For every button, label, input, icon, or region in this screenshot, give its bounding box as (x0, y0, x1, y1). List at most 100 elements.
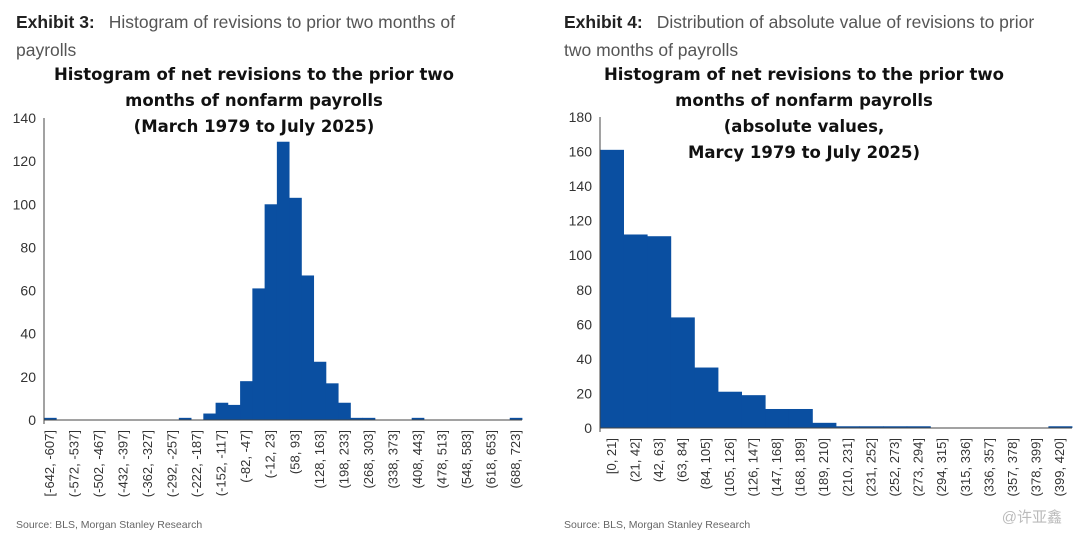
x-tick-label: (168, 189] (793, 438, 808, 497)
x-tick-label: (-432, -397] (116, 430, 131, 497)
chart-title-line: Histogram of net revisions to the prior … (54, 65, 454, 84)
x-tick-label: (198, 233] (336, 430, 351, 489)
histogram-bar (812, 422, 837, 428)
exhibit-4-panel: Exhibit 4: Distribution of absolute value… (548, 0, 1080, 541)
y-tick-label: 0 (584, 420, 592, 436)
x-tick-label: (58, 93] (287, 430, 302, 474)
histogram-bar (411, 417, 425, 420)
histogram-bar (362, 417, 376, 420)
watermark: @许亚鑫 (1001, 509, 1062, 526)
y-tick-label: 0 (28, 412, 36, 428)
histogram-bar (836, 426, 860, 428)
x-tick-label: (399, 420] (1052, 438, 1067, 497)
y-tick-label: 60 (576, 316, 592, 332)
y-tick-label: 20 (20, 369, 36, 385)
y-tick-label: 80 (20, 239, 36, 255)
histogram-bar (227, 404, 241, 420)
x-tick-label: (21, 42] (627, 438, 642, 482)
source-note: Source: BLS, Morgan Stanley Research (564, 519, 751, 531)
histogram-bar (718, 391, 742, 428)
x-tick-label: (-572, -537] (67, 430, 82, 497)
x-tick-label: (688, 723] (508, 430, 523, 489)
x-tick-label: (338, 373] (385, 430, 400, 489)
histogram-bar (276, 141, 290, 421)
x-tick-label: (-222, -187] (189, 430, 204, 497)
histogram-bar (788, 408, 813, 428)
histogram-bar (252, 288, 266, 420)
x-tick-label: (84, 105] (698, 438, 713, 489)
y-tick-label: 140 (569, 178, 593, 194)
chart-title-line: months of nonfarm payrolls (675, 91, 933, 110)
exhibit-3-heading: Exhibit 3: Histogram of revisions to prio… (16, 8, 516, 64)
x-tick-label: (336, 357] (981, 438, 996, 497)
histogram-bar (623, 234, 648, 428)
histogram-net-revisions-chart: Histogram of net revisions to the prior … (13, 65, 523, 497)
histogram-bar (906, 426, 931, 428)
y-tick-label: 20 (576, 385, 592, 401)
exhibit-label: Exhibit 4: (564, 12, 643, 32)
x-tick-label: (189, 210] (816, 438, 831, 497)
histogram-bar (883, 426, 908, 428)
histogram-bar (178, 417, 192, 420)
x-tick-label: (210, 231] (840, 438, 855, 497)
y-tick-label: 160 (569, 144, 593, 160)
histogram-bar (647, 236, 672, 428)
histogram-bar (350, 417, 364, 420)
x-tick-label: (273, 294] (911, 438, 926, 497)
x-tick-label: [-642, -607] (42, 430, 57, 497)
histogram-bar (301, 275, 315, 420)
y-tick-label: 100 (569, 247, 593, 263)
chart-title-line: (March 1979 to July 2025) (134, 117, 375, 136)
histogram-bar (240, 381, 253, 420)
histogram-bar (313, 361, 327, 420)
x-tick-label: (294, 315] (934, 438, 949, 497)
y-tick-label: 80 (576, 282, 592, 298)
x-tick-label: (478, 513] (434, 430, 449, 489)
histogram-bar (325, 383, 339, 420)
x-tick-label: (63, 84] (675, 438, 690, 482)
histogram-bar (600, 149, 624, 428)
y-tick-label: 40 (576, 351, 592, 367)
chart-title-line: Histogram of net revisions to the prior … (604, 65, 1004, 84)
histogram-bar (289, 197, 302, 420)
y-tick-label: 40 (20, 326, 36, 342)
histogram-bar (670, 317, 695, 428)
x-tick-label: [0, 21] (604, 438, 619, 474)
x-tick-label: (-362, -327] (140, 430, 155, 497)
histogram-bar (859, 426, 884, 428)
x-tick-label: (252, 273] (887, 438, 902, 497)
histogram-bar (338, 402, 351, 420)
x-tick-label: (408, 443] (410, 430, 425, 489)
chart-title-line: months of nonfarm payrolls (125, 91, 383, 110)
histogram-bar (509, 417, 523, 420)
exhibit-caption: Distribution of absolute value of revisi… (564, 12, 1035, 60)
x-tick-label: (357, 378] (1005, 438, 1020, 497)
x-tick-label: (42, 63] (651, 438, 666, 482)
chart-title-line: Marcy 1979 to July 2025) (688, 143, 920, 162)
y-tick-label: 120 (569, 213, 593, 229)
y-tick-label: 60 (20, 283, 36, 299)
exhibit-3-panel: Exhibit 3: Histogram of revisions to prio… (13, 8, 523, 531)
histogram-bar (765, 408, 790, 428)
source-note: Source: BLS, Morgan Stanley Research (16, 519, 203, 531)
histogram-bar (215, 402, 229, 420)
histogram-bar (264, 204, 278, 420)
x-tick-label: (268, 303] (361, 430, 376, 489)
exhibit-caption: Histogram of revisions to prior two mont… (16, 12, 456, 60)
histogram-bar (741, 395, 766, 428)
x-tick-label: (-292, -257] (165, 430, 180, 497)
histogram-absolute-revisions-chart: Histogram of net revisions to the prior … (569, 65, 1073, 497)
x-tick-label: (126, 147] (745, 438, 760, 497)
histogram-bar (694, 367, 719, 428)
exhibit-label: Exhibit 3: (16, 12, 95, 32)
x-tick-label: (548, 583] (459, 430, 474, 489)
x-tick-label: (231, 252] (863, 438, 878, 497)
x-tick-label: (105, 126] (722, 438, 737, 497)
y-tick-label: 120 (13, 153, 37, 169)
y-tick-label: 140 (13, 110, 37, 126)
x-tick-label: (-502, -467] (91, 430, 106, 497)
histogram-bar (203, 413, 216, 420)
exhibit-4-heading: Exhibit 4: Distribution of absolute value… (564, 8, 1064, 64)
x-tick-label: (128, 163] (312, 430, 327, 489)
histogram-bar (1048, 426, 1073, 428)
